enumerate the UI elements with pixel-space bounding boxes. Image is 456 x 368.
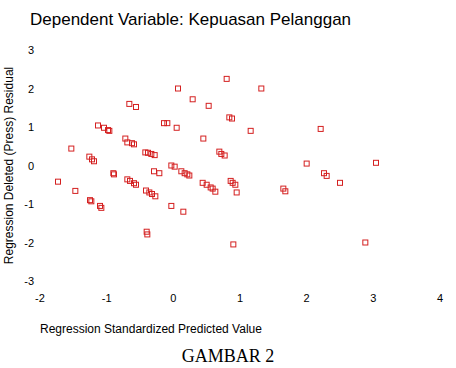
point xyxy=(165,121,170,126)
point xyxy=(96,123,101,128)
caption: GAMBAR 2 xyxy=(182,346,275,366)
y-tick-label: -3 xyxy=(24,275,34,287)
point xyxy=(134,182,139,187)
y-tick-label: 0 xyxy=(28,160,34,172)
x-tick-label: -2 xyxy=(35,292,45,304)
x-tick-label: -1 xyxy=(102,292,112,304)
x-tick-label: 1 xyxy=(237,292,243,304)
point xyxy=(174,125,179,130)
point xyxy=(172,164,177,169)
point xyxy=(98,203,103,208)
point xyxy=(231,242,236,247)
point xyxy=(107,128,112,133)
point xyxy=(132,142,137,147)
point xyxy=(233,182,238,187)
chart-container: Dependent Variable: Kepuasan Pelanggan -2… xyxy=(0,0,456,368)
point xyxy=(89,199,94,204)
point xyxy=(73,188,78,193)
point xyxy=(222,153,227,158)
x-tick-label: 2 xyxy=(304,292,310,304)
point xyxy=(145,232,150,237)
point xyxy=(152,169,157,174)
point xyxy=(374,160,379,165)
point xyxy=(144,188,149,193)
point xyxy=(234,190,239,195)
point xyxy=(304,161,309,166)
point xyxy=(283,189,288,194)
point xyxy=(157,171,162,176)
point xyxy=(338,180,343,185)
y-tick-label: -2 xyxy=(24,237,34,249)
point xyxy=(92,159,97,164)
point xyxy=(127,101,132,106)
point xyxy=(69,146,74,151)
point xyxy=(153,194,158,199)
point xyxy=(248,128,253,133)
point xyxy=(259,86,264,91)
point xyxy=(224,76,229,81)
point xyxy=(201,136,206,141)
point xyxy=(187,173,192,178)
points xyxy=(56,76,379,247)
point xyxy=(169,203,174,208)
x-tick-label: 4 xyxy=(437,292,443,304)
point xyxy=(99,205,104,210)
y-tick-label: 2 xyxy=(28,83,34,95)
y-tick-label: 1 xyxy=(28,121,34,133)
y-axis-label: Regression Deleted (Press) Residual xyxy=(2,67,16,264)
point xyxy=(181,209,186,214)
point xyxy=(152,153,157,158)
point xyxy=(206,103,211,108)
y-tick-label: -1 xyxy=(24,198,34,210)
point xyxy=(190,97,195,102)
point xyxy=(56,179,61,184)
chart-title: Dependent Variable: Kepuasan Pelanggan xyxy=(30,10,351,29)
y-tick-label: 3 xyxy=(28,44,34,56)
chart-svg: Dependent Variable: Kepuasan Pelanggan -2… xyxy=(0,0,456,368)
point xyxy=(179,169,184,174)
x-tick-label: 0 xyxy=(170,292,176,304)
point xyxy=(324,173,329,178)
point xyxy=(219,151,224,156)
x-tick-label: 3 xyxy=(370,292,376,304)
point xyxy=(318,126,323,131)
point xyxy=(230,116,235,121)
point xyxy=(176,86,181,91)
point xyxy=(134,104,139,109)
point xyxy=(363,240,368,245)
point xyxy=(213,189,218,194)
point xyxy=(162,121,167,126)
point xyxy=(112,172,117,177)
x-axis-label: Regression Standardized Predicted Value xyxy=(40,322,262,336)
